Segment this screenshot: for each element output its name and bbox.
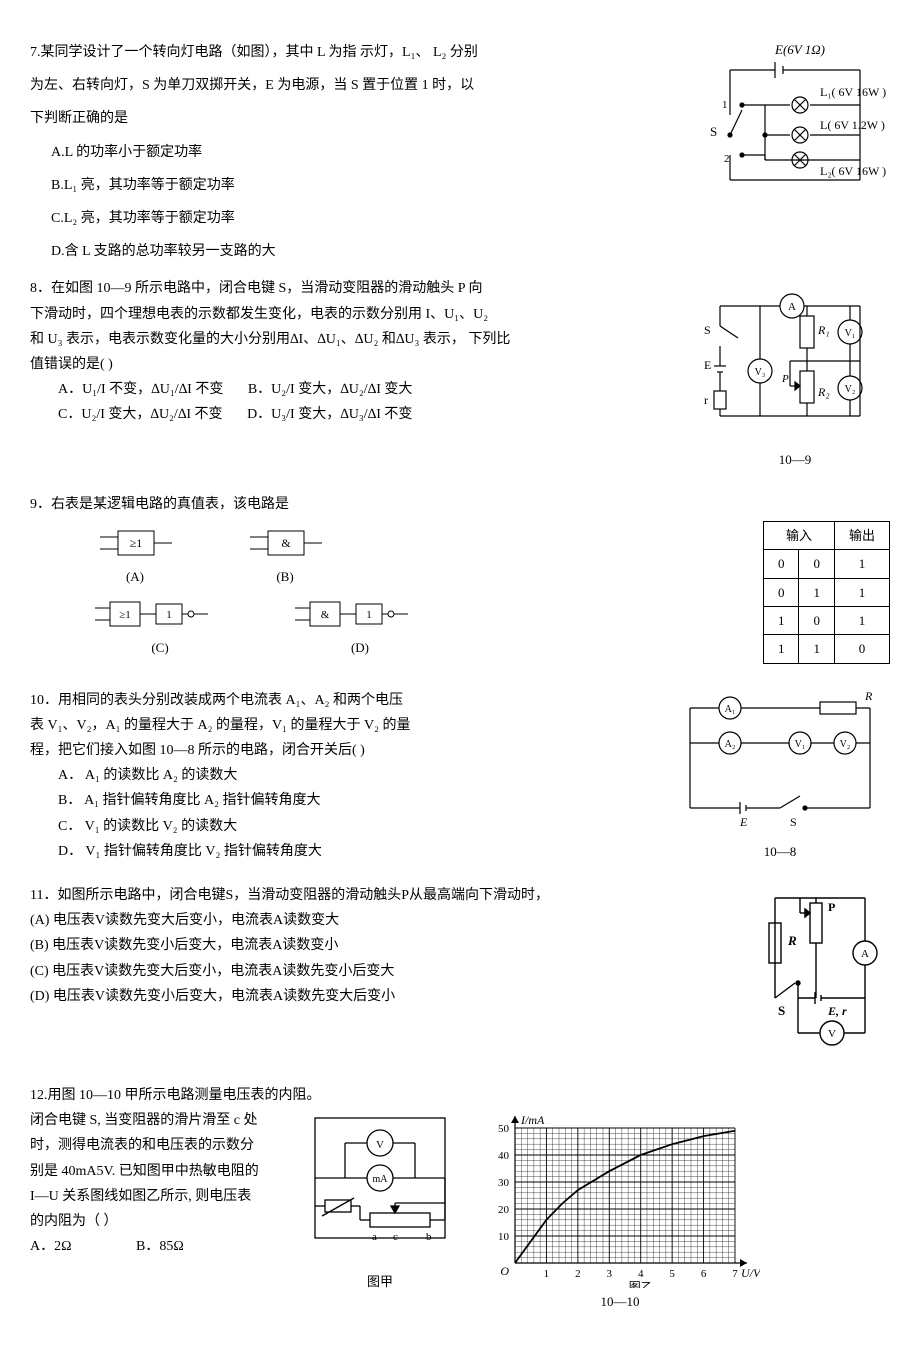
svg-text:3: 3 bbox=[607, 1268, 613, 1280]
svg-text:P: P bbox=[781, 373, 789, 385]
q8-opt-a: A．U₁/I 不变，∆U₁/∆I 不变 bbox=[58, 382, 223, 397]
svg-text:V: V bbox=[828, 1028, 836, 1040]
q9-opt-c: ≥1 1 (C) bbox=[90, 596, 230, 659]
svg-text:V₂: V₂ bbox=[840, 739, 851, 750]
svg-text:a: a bbox=[372, 1231, 377, 1243]
svg-text:≥1: ≥1 bbox=[130, 536, 143, 550]
svg-text:E: E bbox=[739, 815, 748, 829]
q12-stem-1: 12.用图 10—10 甲所示电路测量电压表的内阻。 bbox=[30, 1083, 890, 1108]
svg-text:30: 30 bbox=[498, 1177, 510, 1189]
svg-text:V: V bbox=[376, 1139, 384, 1151]
q7-opt-d: D.含 L 支路的总功率较另一支路的大 bbox=[51, 239, 890, 264]
q11-circuit: P R A S E, r V bbox=[760, 883, 890, 1063]
svg-text:1: 1 bbox=[544, 1268, 550, 1280]
q8-opt-c: C．U₂/I 变大，∆U₂/∆I 不变 bbox=[58, 407, 223, 422]
svg-text:L( 6V 1.2W ): L( 6V 1.2W ) bbox=[820, 118, 885, 132]
svg-text:1: 1 bbox=[166, 609, 172, 621]
svg-text:P: P bbox=[828, 900, 835, 914]
svg-text:b: b bbox=[426, 1231, 432, 1243]
svg-text:R₂: R₂ bbox=[817, 385, 830, 399]
svg-text:L₂( 6V 16W ): L₂( 6V 16W ) bbox=[820, 164, 886, 178]
question-12: 12.用图 10—10 甲所示电路测量电压表的内阻。 闭合电键 S, 当变阻器的… bbox=[30, 1083, 890, 1314]
q8-opt-b: B．U₂/I 变大，∆U₂/∆I 变大 bbox=[248, 382, 413, 397]
question-7: E(6V 1Ω) L₁( 6V 16W ) L( 6V 1.2W ) L₂( 6… bbox=[30, 40, 890, 264]
q12-stem-4: 别是 40mA5V. 已知图甲中热敏电阻的 bbox=[30, 1159, 280, 1184]
svg-text:20: 20 bbox=[498, 1204, 510, 1216]
svg-text:1: 1 bbox=[722, 99, 728, 111]
svg-text:≥1: ≥1 bbox=[119, 609, 131, 621]
q9-opt-a: ≥1 (A) bbox=[90, 525, 180, 588]
q9-opt-b: & (B) bbox=[240, 525, 330, 588]
svg-text:E, r: E, r bbox=[827, 1004, 847, 1018]
q7-opt-c: C.L₂ 亮，其功率等于额定功率 bbox=[51, 206, 890, 231]
q12-fig-jia: V mA a c b 图甲 bbox=[300, 1108, 460, 1293]
svg-text:V₁: V₁ bbox=[795, 739, 806, 750]
svg-text:7: 7 bbox=[732, 1268, 738, 1280]
svg-text:V₃: V₃ bbox=[755, 367, 766, 378]
q12-stem-6: 的内阻为（ ） bbox=[30, 1209, 280, 1234]
q7-circuit: E(6V 1Ω) L₁( 6V 16W ) L( 6V 1.2W ) L₂( 6… bbox=[680, 40, 890, 190]
svg-text:r: r bbox=[704, 393, 708, 407]
svg-text:&: & bbox=[321, 609, 330, 621]
svg-text:V₁: V₁ bbox=[845, 328, 856, 339]
svg-text:A₂: A₂ bbox=[725, 739, 736, 750]
question-8: A S E r R₁ R₂ P V₁ V₂ V₃ 10—9 8．在如图 10—9… bbox=[30, 276, 890, 479]
q8-circuit: A S E r R₁ R₂ P V₁ V₂ V₃ 10—9 bbox=[700, 276, 890, 471]
svg-text:A: A bbox=[861, 948, 869, 960]
svg-text:S: S bbox=[710, 124, 717, 139]
q12-stem-2: 闭合电键 S, 当变阻器的滑片滑至 c 处 bbox=[30, 1108, 280, 1133]
q12-opt-a: A．2Ω bbox=[30, 1239, 72, 1254]
svg-text:4: 4 bbox=[638, 1268, 644, 1280]
svg-text:S: S bbox=[778, 1003, 785, 1018]
q9-truth-table: 输入输出 001011101110 bbox=[763, 521, 890, 664]
svg-text:图乙: 图乙 bbox=[629, 1280, 653, 1288]
svg-text:6: 6 bbox=[701, 1268, 707, 1280]
q10-fig-label: 10—8 bbox=[670, 840, 890, 863]
q10-circuit: A₁ A₂ V₁ V₂ R E S 10—8 bbox=[670, 688, 890, 863]
svg-text:L₁( 6V 16W ): L₁( 6V 16W ) bbox=[820, 85, 886, 99]
svg-text:mA: mA bbox=[373, 1174, 389, 1185]
svg-text:V₂: V₂ bbox=[845, 384, 856, 395]
svg-text:O: O bbox=[500, 1264, 509, 1278]
svg-text:1: 1 bbox=[366, 609, 372, 621]
q12-stem-5: I—U 关系图线如图乙所示, 则电压表 bbox=[30, 1184, 280, 1209]
svg-text:R: R bbox=[864, 689, 873, 703]
svg-text:40: 40 bbox=[498, 1150, 510, 1162]
svg-text:50: 50 bbox=[498, 1123, 510, 1135]
q12-stem-3: 时，测得电流表的和电压表的示数分 bbox=[30, 1133, 280, 1158]
q9-stem: 9．右表是某逻辑电路的真值表，该电路是 bbox=[30, 492, 890, 517]
q8-fig-label: 10—9 bbox=[700, 448, 890, 471]
svg-text:S: S bbox=[790, 815, 797, 829]
svg-text:I/mA: I/mA bbox=[520, 1113, 545, 1127]
q9-opt-d: & 1 (D) bbox=[290, 596, 430, 659]
svg-text:S: S bbox=[704, 323, 711, 337]
question-10: A₁ A₂ V₁ V₂ R E S 10—8 10．用相同的表头分别改装成两个电… bbox=[30, 688, 890, 871]
q12-opt-b: B．85Ω bbox=[136, 1239, 184, 1254]
svg-text:A₁: A₁ bbox=[725, 704, 736, 715]
svg-text:5: 5 bbox=[669, 1268, 675, 1280]
q8-opt-d: D．U₃/I 变大，∆U₃/∆I 不变 bbox=[247, 407, 412, 422]
svg-text:U/V: U/V bbox=[741, 1266, 760, 1280]
svg-text:R: R bbox=[787, 933, 797, 948]
svg-text:2: 2 bbox=[575, 1268, 581, 1280]
q12-fig-yi: 12345671020304050OI/mAU/V图乙 10—10 bbox=[480, 1108, 760, 1313]
svg-text:R₁: R₁ bbox=[817, 323, 830, 337]
svg-text:2: 2 bbox=[724, 153, 730, 165]
question-9: 9．右表是某逻辑电路的真值表，该电路是 ≥1 (A) bbox=[30, 492, 890, 668]
svg-text:10: 10 bbox=[498, 1231, 510, 1243]
svg-text:c: c bbox=[393, 1231, 398, 1243]
svg-text:&: & bbox=[281, 536, 291, 550]
question-11: P R A S E, r V 11．如图所示电路中，闭合电键S，当滑动变阻器的滑… bbox=[30, 883, 890, 1071]
svg-text:E: E bbox=[704, 358, 711, 372]
svg-text:E(6V 1Ω): E(6V 1Ω) bbox=[774, 42, 825, 57]
svg-text:A: A bbox=[788, 301, 796, 313]
